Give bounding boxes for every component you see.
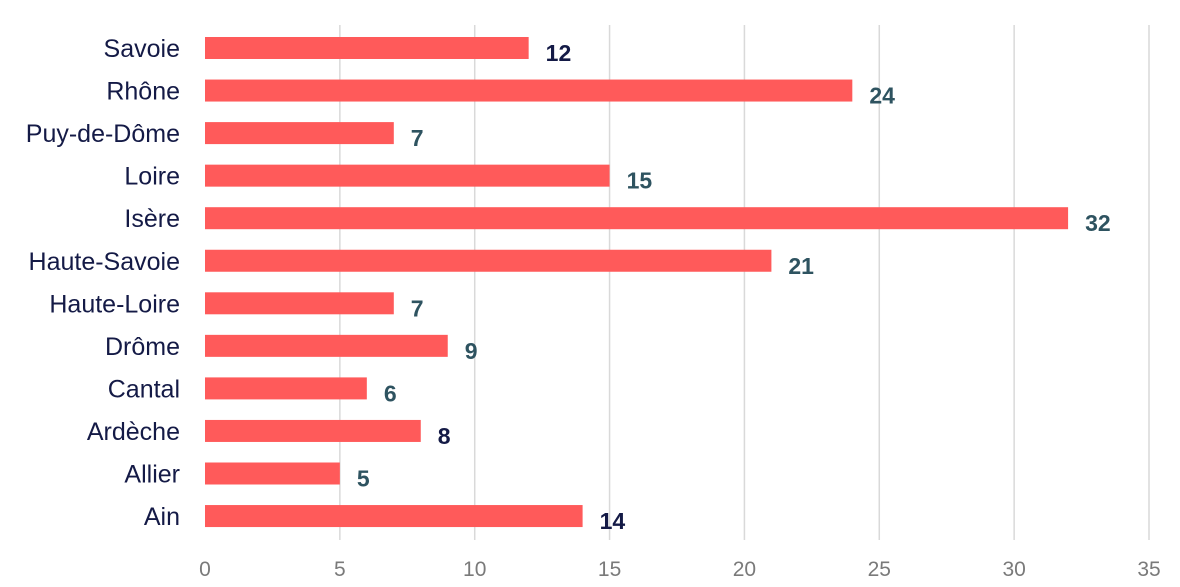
x-axis-tick-labels: 0 5 10 15 20 25 30 35 bbox=[199, 558, 1161, 581]
bar-cantal bbox=[205, 377, 367, 400]
category-label-drome: Drôme bbox=[105, 333, 180, 361]
value-label-cantal: 6 bbox=[384, 380, 397, 406]
bar-ardeche bbox=[205, 419, 421, 442]
bar-allier bbox=[205, 462, 340, 485]
x-tick-label-35: 35 bbox=[1137, 558, 1160, 581]
category-label-loire: Loire bbox=[124, 163, 180, 191]
x-tick-label-30: 30 bbox=[1002, 558, 1025, 581]
category-label-haute-savoie: Haute-Savoie bbox=[29, 248, 180, 276]
x-tick-label-20: 20 bbox=[733, 558, 756, 581]
bar-loire bbox=[205, 164, 610, 187]
bars bbox=[205, 37, 1069, 528]
bar-puy-de-dome bbox=[205, 122, 394, 145]
value-label-haute-savoie: 21 bbox=[788, 253, 814, 279]
category-label-puy-de-dome: Puy-de-Dôme bbox=[26, 120, 180, 148]
x-tick-label-5: 5 bbox=[334, 558, 346, 581]
x-tick-label-15: 15 bbox=[598, 558, 621, 581]
x-tick-label-25: 25 bbox=[868, 558, 891, 581]
bar-drome bbox=[205, 334, 448, 357]
value-label-haute-loire: 7 bbox=[411, 295, 424, 321]
value-labels: 12 24 7 15 32 21 7 9 6 8 5 14 bbox=[357, 40, 1111, 534]
bar-savoie bbox=[205, 37, 529, 59]
category-label-ain: Ain bbox=[144, 503, 180, 531]
gridlines bbox=[339, 25, 1150, 540]
value-label-rhone: 24 bbox=[869, 83, 895, 109]
bar-ain bbox=[205, 505, 583, 528]
bar-rhone bbox=[205, 79, 853, 102]
category-label-rhone: Rhône bbox=[106, 78, 180, 106]
value-label-savoie: 12 bbox=[546, 40, 572, 66]
category-label-isere: Isère bbox=[124, 205, 180, 233]
bar-haute-savoie bbox=[205, 249, 772, 272]
value-label-allier: 5 bbox=[357, 466, 370, 492]
value-label-ain: 14 bbox=[600, 508, 626, 534]
bar-isere bbox=[205, 207, 1069, 230]
category-label-cantal: Cantal bbox=[108, 375, 180, 403]
value-label-ardeche: 8 bbox=[438, 423, 451, 449]
value-label-puy-de-dome: 7 bbox=[411, 125, 424, 151]
bar-haute-loire bbox=[205, 292, 394, 315]
category-label-ardeche: Ardèche bbox=[87, 418, 180, 446]
value-label-isere: 32 bbox=[1085, 210, 1111, 236]
category-label-savoie: Savoie bbox=[104, 35, 180, 63]
value-label-loire: 15 bbox=[627, 168, 653, 194]
category-labels: Savoie Rhône Puy-de-Dôme Loire Isère Haute-Sa… bbox=[26, 35, 180, 531]
category-label-haute-loire: Haute-Loire bbox=[49, 290, 180, 318]
value-label-drome: 9 bbox=[465, 338, 478, 364]
x-tick-label-10: 10 bbox=[463, 558, 486, 581]
category-label-allier: Allier bbox=[124, 461, 180, 489]
x-tick-label-0: 0 bbox=[199, 558, 211, 581]
